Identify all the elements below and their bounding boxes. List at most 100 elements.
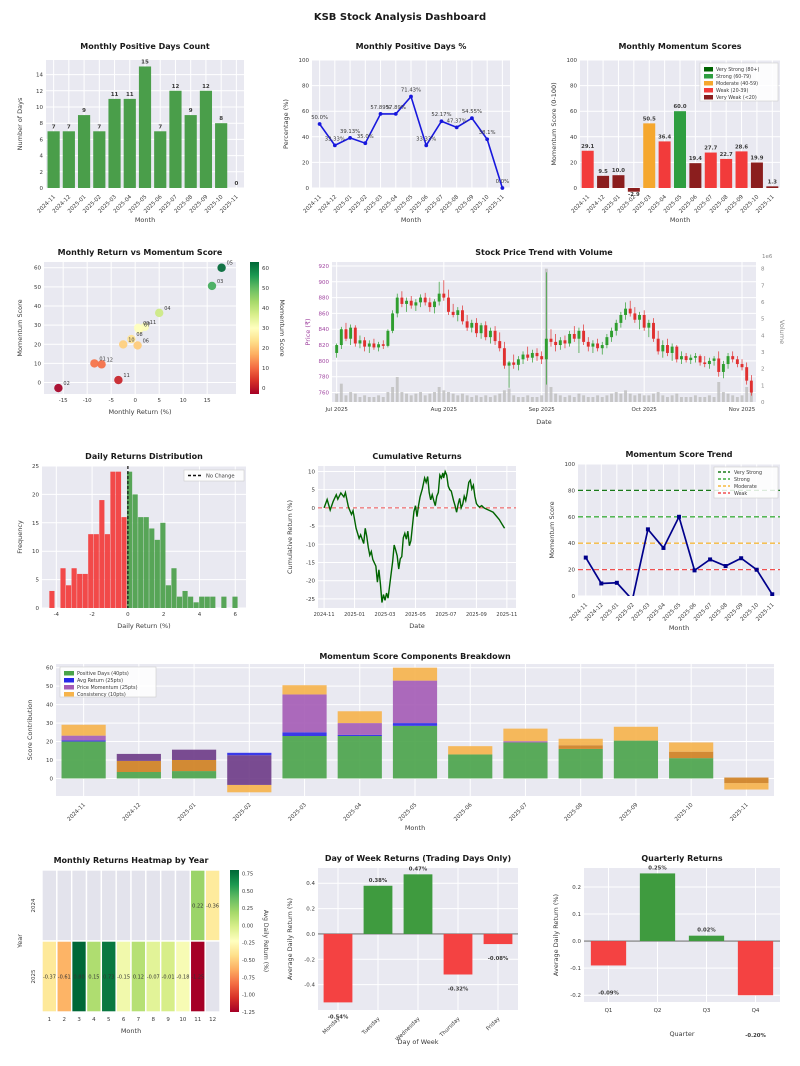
svg-text:29.1: 29.1 [581,144,594,150]
svg-text:780: 780 [319,375,330,381]
svg-text:09: 09 [143,321,149,327]
chart-canvas: 0.22 -0.36 -0.37 -0.61 0.80 0.15 0.73 -0.15 0.12… [16,869,269,1035]
svg-text:0.00: 0.00 [242,923,253,929]
svg-text:4: 4 [761,333,765,339]
svg-text:-0.18: -0.18 [176,975,189,981]
svg-text:2025-08: 2025-08 [564,802,585,823]
chart-price-volume: Stock Price Trend with Volume 760 780 800 8… [300,246,796,438]
svg-text:60: 60 [46,666,53,672]
svg-text:10.0: 10.0 [612,168,625,174]
svg-text:47.37%: 47.37% [447,118,467,124]
svg-text:33.33%: 33.33% [325,136,345,142]
svg-text:-5: -5 [108,398,114,404]
svg-text:Month: Month [669,624,689,632]
svg-text:-0.01: -0.01 [162,975,175,981]
svg-text:3: 3 [761,350,765,356]
svg-text:2025: 2025 [31,969,37,983]
svg-text:Momentum Score: Momentum Score [278,299,286,356]
svg-text:33.33%: 33.33% [416,136,436,142]
svg-text:-0.4: -0.4 [304,983,315,989]
svg-text:10: 10 [46,758,53,764]
svg-text:6: 6 [234,612,238,618]
svg-text:28.6: 28.6 [735,144,748,150]
svg-text:30: 30 [262,326,269,332]
chart-canvas: -0.4 -0.2 0.0 0.2 0.4 -0.54% 0.38% 0.47% -0.32% -… [286,866,518,1046]
chart-canvas: -0.2 -0.1 0.0 0.1 0.2 -0.09% 0.25% 0.02% -0.20% Q… [552,865,780,1039]
svg-text:15: 15 [204,398,211,404]
svg-text:40: 40 [568,541,575,547]
svg-text:54.55%: 54.55% [462,109,482,115]
chart-canvas: 0 5 10 15 20 25 -4 -2 0 2 4 6 No Change Daily Return … [16,464,246,630]
svg-text:Jul 2025: Jul 2025 [324,407,348,413]
svg-text:760: 760 [319,391,330,397]
svg-text:71.43%: 71.43% [401,88,421,94]
svg-text:3: 3 [77,1017,81,1023]
svg-text:0.0%: 0.0% [496,179,509,185]
svg-text:50.0%: 50.0% [311,115,328,121]
svg-text:80: 80 [302,84,309,90]
svg-text:60: 60 [302,109,309,115]
svg-text:Very Weak (<20): Very Weak (<20) [716,95,757,101]
chart-title: Monthly Returns Heatmap by Year [53,856,209,865]
svg-text:10: 10 [179,1017,186,1023]
svg-text:35.0%: 35.0% [357,134,374,140]
svg-text:Price Momentum (25pts): Price Momentum (25pts) [77,685,138,691]
svg-text:-4: -4 [54,612,60,618]
svg-text:-25: -25 [306,597,315,603]
svg-text:04: 04 [164,306,170,312]
svg-text:Price (₹): Price (₹) [304,318,312,345]
svg-text:Quarter: Quarter [669,1030,694,1038]
svg-text:12: 12 [202,84,210,90]
chart-day-of-week-returns: Day of Week Returns (Trading Days Only) … [278,852,536,1062]
svg-text:20: 20 [568,568,575,574]
svg-text:11: 11 [111,92,119,98]
svg-text:60.0: 60.0 [673,104,686,110]
svg-text:10: 10 [34,361,41,367]
svg-text:2024-12: 2024-12 [122,802,142,822]
svg-text:0.38%: 0.38% [369,878,388,884]
svg-text:10: 10 [36,105,43,111]
svg-text:Month: Month [401,216,421,224]
svg-text:0.1: 0.1 [572,912,581,918]
svg-text:0.73: 0.73 [103,975,114,981]
svg-text:06: 06 [143,338,149,344]
svg-text:30: 30 [46,721,53,727]
svg-text:4: 4 [92,1017,96,1023]
svg-text:0.12: 0.12 [133,975,144,981]
svg-text:0.47%: 0.47% [409,866,428,872]
svg-text:40: 40 [262,306,269,312]
svg-text:0.75: 0.75 [242,871,253,877]
svg-text:Frequency: Frequency [16,520,24,554]
svg-text:57.89%: 57.89% [370,105,390,111]
svg-text:Date: Date [536,418,552,426]
svg-text:2025-03: 2025-03 [375,612,396,618]
svg-text:0: 0 [572,594,576,600]
svg-text:2025-07: 2025-07 [508,802,529,823]
svg-text:0.15: 0.15 [88,975,99,981]
svg-text:2025-09: 2025-09 [619,802,640,823]
svg-text:2: 2 [40,170,44,176]
svg-text:07: 07 [144,323,150,329]
svg-text:900: 900 [319,280,330,286]
svg-text:-0.32%: -0.32% [448,987,469,993]
svg-text:Moderate (40-59): Moderate (40-59) [716,81,758,87]
chart-title: Stock Price Trend with Volume [475,248,613,257]
svg-text:20: 20 [262,346,269,352]
svg-text:2025-06: 2025-06 [453,802,474,823]
svg-text:2025-02: 2025-02 [232,802,252,822]
svg-text:0.25: 0.25 [242,906,253,912]
svg-text:7: 7 [52,124,56,130]
svg-text:2025-09: 2025-09 [466,612,487,618]
svg-text:02: 02 [63,381,69,387]
svg-text:-0.54%: -0.54% [328,1014,349,1020]
svg-text:-10: -10 [306,542,315,548]
svg-text:0: 0 [36,606,40,612]
svg-text:Average Daily Return (%): Average Daily Return (%) [286,898,294,980]
svg-text:0: 0 [761,400,765,406]
svg-text:0.0: 0.0 [572,939,581,945]
svg-text:60: 60 [262,266,269,272]
svg-text:2025-03: 2025-03 [287,802,308,823]
svg-text:52.17%: 52.17% [431,112,451,118]
chart-momentum-trend: Momentum Score Trend 0 20 40 60 80 100 Very St… [540,448,796,652]
